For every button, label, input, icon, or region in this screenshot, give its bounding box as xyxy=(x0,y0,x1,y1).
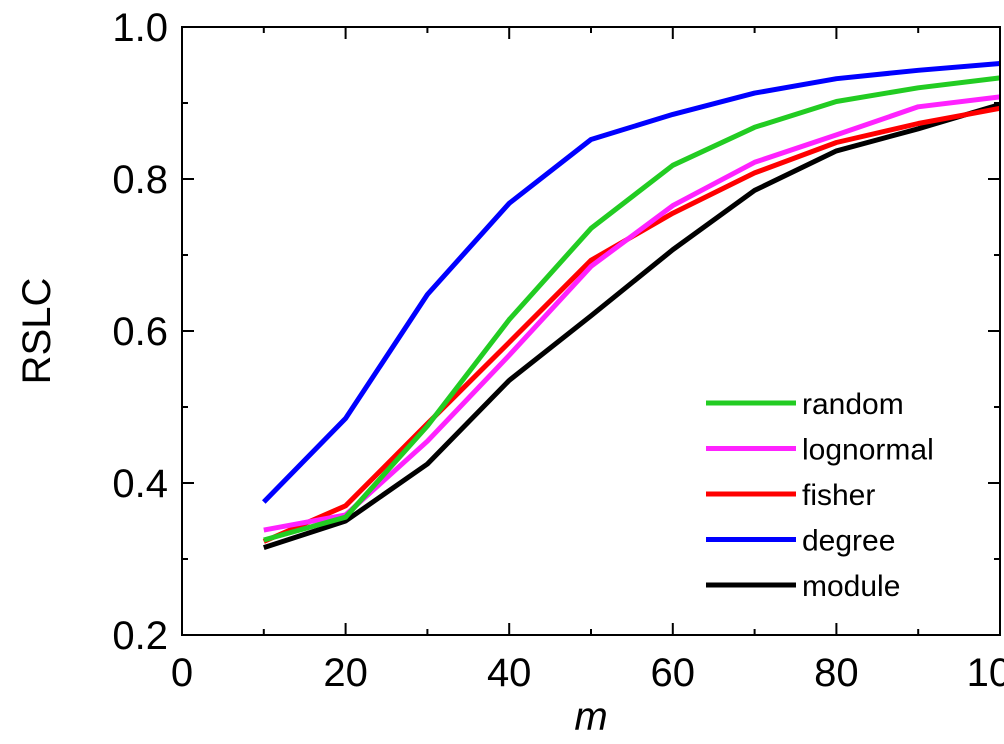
x-tick-label: 60 xyxy=(651,651,696,695)
series-line-fisher xyxy=(264,108,1000,541)
y-tick-label: 0.4 xyxy=(112,462,168,506)
y-tick-label: 0.6 xyxy=(112,310,168,354)
x-tick-label: 40 xyxy=(487,651,532,695)
legend-label-module: module xyxy=(802,570,900,603)
y-tick-label: 0.8 xyxy=(112,158,168,202)
legend-label-fisher: fisher xyxy=(802,479,875,512)
legend: random lognormal fisher degree module xyxy=(706,388,934,603)
y-axis-title: RSLC xyxy=(15,278,59,385)
x-tick-label: 80 xyxy=(814,651,859,695)
series-line-random xyxy=(264,78,1000,540)
legend-label-random: random xyxy=(802,388,904,421)
x-tick-label: 20 xyxy=(323,651,368,695)
y-tick-label: 1.0 xyxy=(112,6,168,50)
series-line-module xyxy=(264,105,1000,548)
y-tick-label: 0.2 xyxy=(112,614,168,658)
legend-label-lognormal: lognormal xyxy=(802,434,934,467)
x-axis-title: m xyxy=(574,695,607,739)
legend-label-degree: degree xyxy=(802,525,895,558)
x-tick-label: 100 xyxy=(967,651,1004,695)
x-tick-label: 0 xyxy=(171,651,193,695)
series-layer xyxy=(264,64,1000,548)
